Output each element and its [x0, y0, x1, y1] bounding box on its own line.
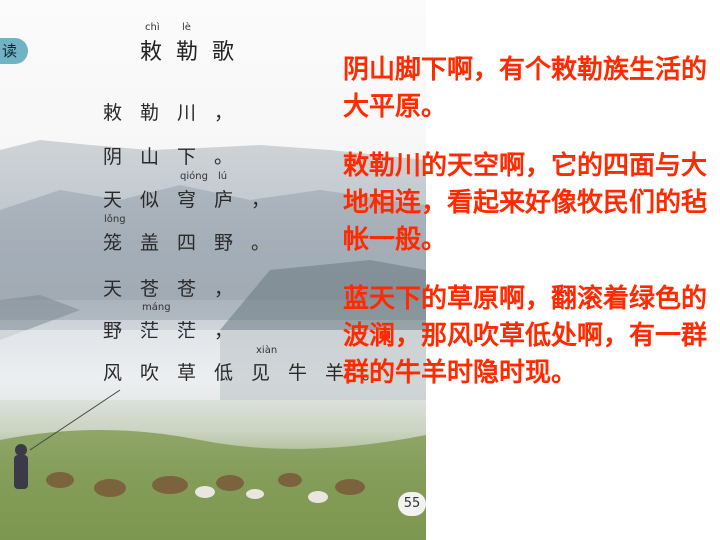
poem-line-2: 阴山下。	[103, 146, 252, 168]
poem-line-5: 天苍苍，	[103, 278, 252, 300]
reading-badge: 读	[0, 38, 28, 64]
pinyin-lu: lú	[218, 171, 228, 182]
explanation-paragraph-3: 蓝天下的草原啊，翻滚着绿色的波澜，那风吹草低处啊，有一群群的牛羊时隐时现。	[343, 284, 708, 388]
pinyin-long: lǒng	[104, 214, 126, 225]
pinyin-qiong: qióng	[180, 171, 208, 182]
poem-line-4: 笼盖四野。	[103, 232, 289, 254]
poem-line-3: 天似穹庐，	[103, 189, 289, 211]
pinyin-mang: máng	[142, 302, 171, 313]
explanation-paragraph-1: 阴山脚下啊，有个敕勒族生活的大平原。	[343, 55, 708, 122]
poem-line-1: 敕勒川，	[103, 102, 252, 124]
poem-line-6: 野茫茫，	[103, 320, 252, 342]
poem-title: 敕勒歌	[140, 40, 249, 65]
title-pinyin-le: lè	[182, 22, 191, 33]
mountain-landscape	[0, 140, 426, 540]
textbook-page-image: 读 chì lè 敕勒歌 敕勒川， 阴山下。 qióng lú 天似穹庐， lǒ…	[0, 0, 426, 540]
explanation-paragraph-2: 敕勒川的天空啊，它的四面与大地相连，看起来好像牧民们的毡帐一般。	[343, 151, 708, 255]
title-pinyin-chi: chì	[145, 22, 160, 33]
poem-line-7: 风吹草低见牛羊。	[103, 362, 400, 384]
explanation-panel: 阴山脚下啊，有个敕勒族生活的大平原。 敕勒川的天空啊，它的四面与大地相连，看起来…	[343, 52, 713, 414]
page-number: 55	[398, 492, 426, 516]
pinyin-xian: xiàn	[256, 345, 278, 356]
